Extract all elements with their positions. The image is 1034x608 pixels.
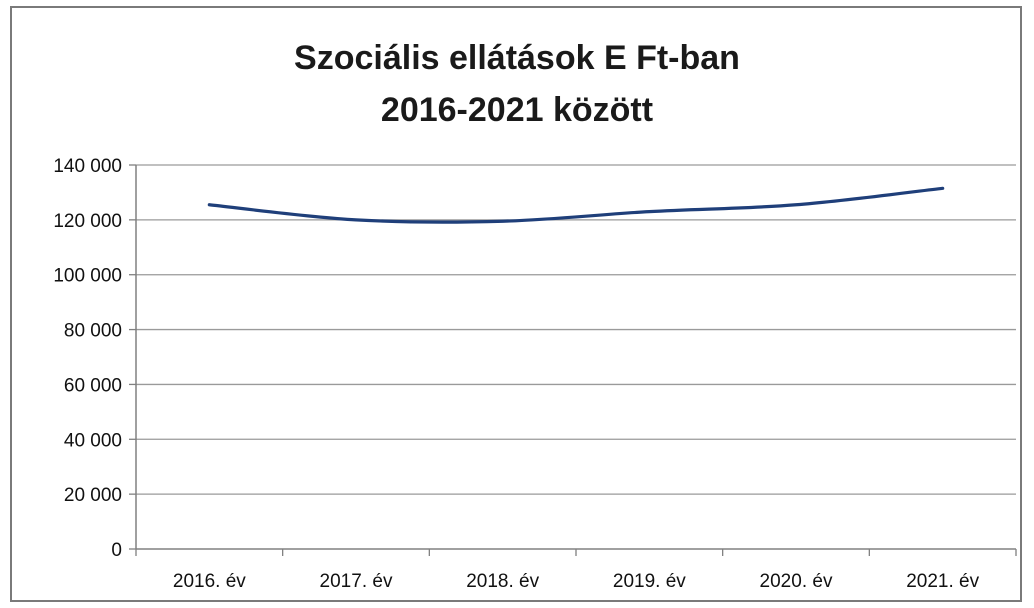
y-tick-label: 20 000 (64, 485, 122, 506)
x-tick-label: 2019. év (613, 571, 686, 592)
y-tick-label: 0 (111, 540, 122, 561)
chart-title: Szociális ellátások E Ft-ban 2016-2021 k… (0, 32, 1034, 136)
x-tick-label: 2021. év (906, 571, 979, 592)
series-line (207, 186, 945, 224)
chart-frame (10, 6, 1022, 602)
y-tick-label: 80 000 (64, 321, 122, 342)
x-tick-label: 2018. év (466, 571, 539, 592)
chart-title-line-1: Szociális ellátások E Ft-ban (294, 39, 740, 77)
y-tick-label: 40 000 (64, 430, 122, 451)
x-tick-label: 2020. év (760, 571, 833, 592)
y-tick-label: 100 000 (53, 266, 122, 287)
x-tick-label: 2017. év (320, 571, 393, 592)
chart-subtitle: 2016-2021 között (380, 91, 654, 129)
x-tick-label: 2016. év (173, 571, 246, 592)
y-tick-label: 60 000 (64, 375, 122, 396)
y-tick-label: 140 000 (53, 156, 122, 177)
y-tick-label: 120 000 (53, 211, 122, 232)
